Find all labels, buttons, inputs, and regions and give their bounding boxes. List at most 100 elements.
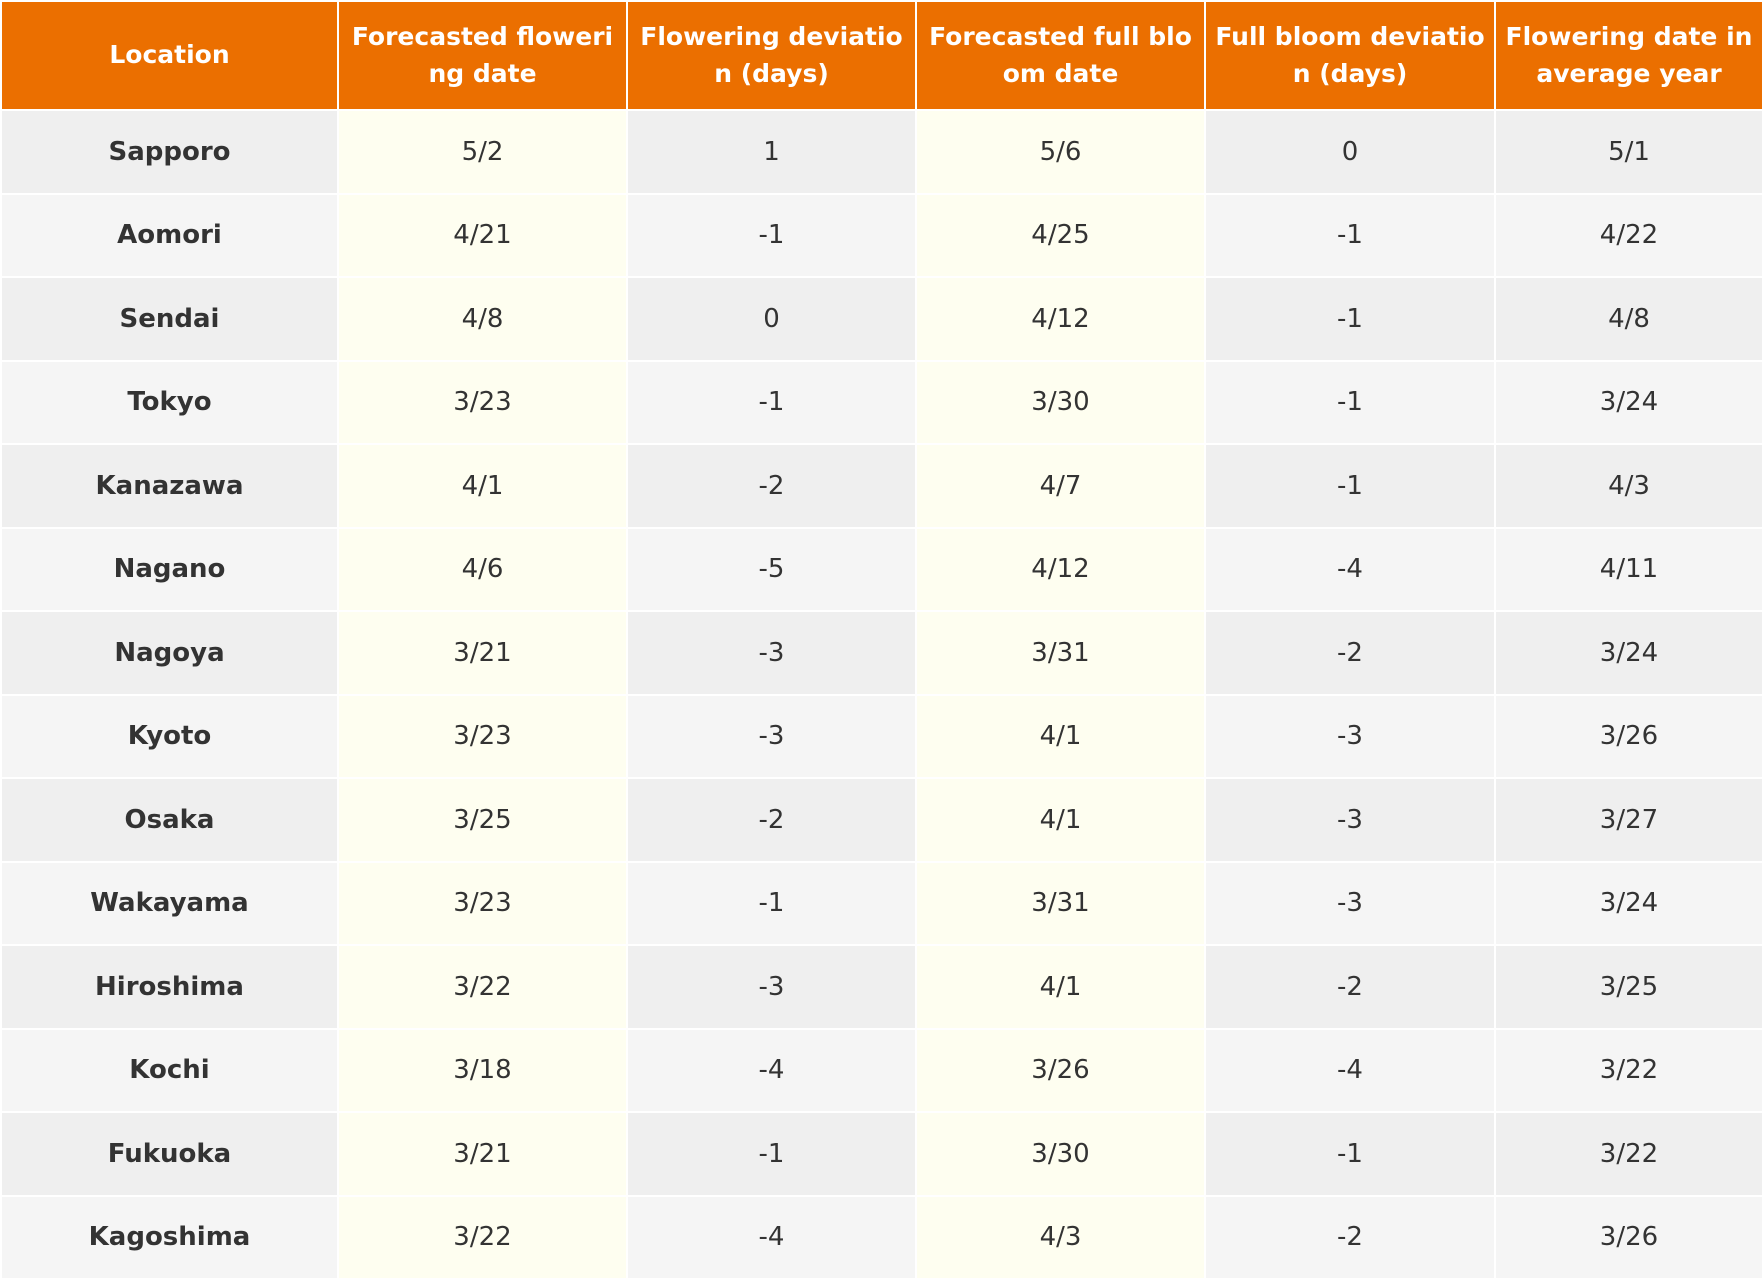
header-cell: Flowering date in average year <box>1494 0 1762 111</box>
data-cell: -3 <box>626 693 917 779</box>
header-row: Location Forecasted flowering date Floweri… <box>0 0 1762 111</box>
data-cell: 3/18 <box>337 1027 628 1113</box>
data-cell: -3 <box>1204 777 1496 863</box>
data-cell: 4/6 <box>337 526 628 612</box>
data-cell: 5/1 <box>1494 109 1762 195</box>
data-cell: 4/3 <box>1494 443 1762 529</box>
table-row: Kochi 3/18 -4 3/26 -4 3/22 <box>0 1027 1762 1113</box>
location-cell: Kagoshima <box>0 1194 339 1280</box>
data-cell: 3/30 <box>915 1111 1206 1197</box>
data-cell: 4/11 <box>1494 526 1762 612</box>
data-cell: -1 <box>1204 359 1496 445</box>
data-cell: -1 <box>626 860 917 946</box>
table-row: Tokyo 3/23 -1 3/30 -1 3/24 <box>0 359 1762 445</box>
header-cell: Flowering deviation (days) <box>626 0 917 111</box>
data-cell: -3 <box>626 610 917 696</box>
table-row: Nagano 4/6 -5 4/12 -4 4/11 <box>0 526 1762 612</box>
data-cell: 4/8 <box>337 276 628 362</box>
data-cell: -4 <box>626 1027 917 1113</box>
data-cell: 3/21 <box>337 610 628 696</box>
data-cell: 0 <box>1204 109 1496 195</box>
data-cell: 5/2 <box>337 109 628 195</box>
table-row: Hiroshima 3/22 -3 4/1 -2 3/25 <box>0 944 1762 1030</box>
table-row: Kyoto 3/23 -3 4/1 -3 3/26 <box>0 693 1762 779</box>
table-row: Aomori 4/21 -1 4/25 -1 4/22 <box>0 192 1762 278</box>
data-cell: 4/12 <box>915 526 1206 612</box>
data-cell: 3/22 <box>337 944 628 1030</box>
data-cell: 3/23 <box>337 693 628 779</box>
data-cell: 4/8 <box>1494 276 1762 362</box>
location-cell: Fukuoka <box>0 1111 339 1197</box>
location-cell: Osaka <box>0 777 339 863</box>
location-cell: Sapporo <box>0 109 339 195</box>
location-cell: Nagano <box>0 526 339 612</box>
data-cell: -3 <box>1204 693 1496 779</box>
table-row: Fukuoka 3/21 -1 3/30 -1 3/22 <box>0 1111 1762 1197</box>
data-cell: -1 <box>1204 276 1496 362</box>
table-row: Kagoshima 3/22 -4 4/3 -2 3/26 <box>0 1194 1762 1280</box>
data-cell: 3/31 <box>915 610 1206 696</box>
data-cell: 3/23 <box>337 359 628 445</box>
data-cell: 3/27 <box>1494 777 1762 863</box>
location-cell: Wakayama <box>0 860 339 946</box>
data-cell: -1 <box>1204 1111 1496 1197</box>
data-cell: 3/22 <box>1494 1111 1762 1197</box>
data-cell: 4/12 <box>915 276 1206 362</box>
location-cell: Kanazawa <box>0 443 339 529</box>
data-cell: 3/23 <box>337 860 628 946</box>
table-row: Kanazawa 4/1 -2 4/7 -1 4/3 <box>0 443 1762 529</box>
location-cell: Nagoya <box>0 610 339 696</box>
data-cell: 1 <box>626 109 917 195</box>
data-cell: 3/30 <box>915 359 1206 445</box>
data-cell: 4/22 <box>1494 192 1762 278</box>
data-cell: 4/1 <box>915 777 1206 863</box>
data-cell: 4/1 <box>915 693 1206 779</box>
data-cell: 3/25 <box>337 777 628 863</box>
table-row: Sapporo 5/2 1 5/6 0 5/1 <box>0 109 1762 195</box>
data-cell: 3/26 <box>915 1027 1206 1113</box>
data-cell: 4/25 <box>915 192 1206 278</box>
data-cell: -1 <box>1204 443 1496 529</box>
data-cell: -2 <box>1204 944 1496 1030</box>
table-row: Osaka 3/25 -2 4/1 -3 3/27 <box>0 777 1762 863</box>
data-cell: 4/1 <box>915 944 1206 1030</box>
data-cell: 3/22 <box>1494 1027 1762 1113</box>
data-cell: 5/6 <box>915 109 1206 195</box>
data-cell: 3/31 <box>915 860 1206 946</box>
data-cell: -4 <box>1204 1027 1496 1113</box>
data-cell: -3 <box>626 944 917 1030</box>
data-cell: -4 <box>1204 526 1496 612</box>
data-cell: 3/26 <box>1494 693 1762 779</box>
data-cell: 3/24 <box>1494 610 1762 696</box>
data-cell: 3/25 <box>1494 944 1762 1030</box>
data-cell: -2 <box>1204 610 1496 696</box>
location-cell: Hiroshima <box>0 944 339 1030</box>
data-cell: -5 <box>626 526 917 612</box>
location-cell: Kyoto <box>0 693 339 779</box>
header-cell: Forecasted full bloom date <box>915 0 1206 111</box>
data-cell: 0 <box>626 276 917 362</box>
location-cell: Sendai <box>0 276 339 362</box>
location-cell: Tokyo <box>0 359 339 445</box>
table-row: Wakayama 3/23 -1 3/31 -3 3/24 <box>0 860 1762 946</box>
data-cell: 3/26 <box>1494 1194 1762 1280</box>
table-body: Sapporo 5/2 1 5/6 0 5/1 Aomori 4/21 -1 4/25 -1 4/22… <box>0 109 1762 1280</box>
data-cell: -3 <box>1204 860 1496 946</box>
data-cell: 4/21 <box>337 192 628 278</box>
data-cell: -2 <box>1204 1194 1496 1280</box>
data-cell: -1 <box>626 1111 917 1197</box>
data-cell: 3/21 <box>337 1111 628 1197</box>
location-cell: Aomori <box>0 192 339 278</box>
data-cell: -2 <box>626 777 917 863</box>
table-row: Sendai 4/8 0 4/12 -1 4/8 <box>0 276 1762 362</box>
header-cell: Location <box>0 0 339 111</box>
data-cell: 4/1 <box>337 443 628 529</box>
data-cell: -1 <box>1204 192 1496 278</box>
data-cell: 4/7 <box>915 443 1206 529</box>
data-cell: -2 <box>626 443 917 529</box>
data-cell: 3/22 <box>337 1194 628 1280</box>
table-row: Nagoya 3/21 -3 3/31 -2 3/24 <box>0 610 1762 696</box>
data-cell: 4/3 <box>915 1194 1206 1280</box>
